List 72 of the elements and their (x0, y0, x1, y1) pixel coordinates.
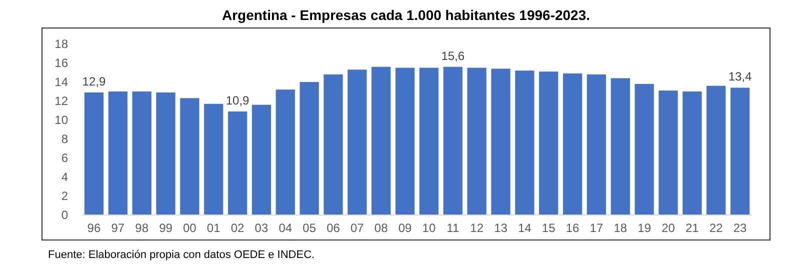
y-tick-label: 4 (61, 170, 68, 184)
x-tick-label: 20 (662, 221, 676, 235)
bar (156, 92, 176, 215)
x-tick-label: 15 (542, 221, 556, 235)
bar (228, 111, 248, 215)
bar (610, 78, 630, 215)
y-tick-label: 12 (54, 94, 68, 108)
y-tick-label: 0 (61, 208, 68, 222)
y-tick-label: 14 (54, 75, 68, 90)
bar (276, 90, 295, 215)
x-tick-label: 07 (350, 221, 364, 235)
bar (395, 68, 415, 215)
bar (682, 92, 702, 215)
x-tick-label: 18 (614, 221, 628, 235)
bar (467, 68, 486, 215)
bar (515, 70, 534, 215)
bar (252, 104, 272, 215)
x-tick-label: 17 (590, 221, 604, 235)
data-label: 15,6 (441, 48, 465, 63)
bar (132, 92, 152, 215)
x-tick-label: 11 (446, 221, 460, 235)
x-tick-label: 06 (326, 221, 340, 235)
x-tick-label: 01 (206, 221, 221, 235)
bar (180, 98, 200, 215)
x-tick-label: 02 (230, 221, 245, 235)
data-label: 12,9 (82, 74, 106, 88)
y-tick-label: 16 (54, 56, 68, 70)
x-tick-label: 14 (518, 221, 532, 235)
data-label: 10,9 (226, 93, 250, 108)
bar (491, 68, 510, 215)
x-tick-label: 21 (686, 221, 700, 235)
x-tick-label: 22 (709, 221, 724, 235)
bar (443, 66, 462, 215)
bar (324, 74, 343, 215)
chart-title: Argentina - Empresas cada 1.000 habitantes 1996-2023. (222, 7, 590, 23)
x-tick-label: 05 (302, 221, 316, 235)
x-tick-label: 08 (374, 221, 388, 235)
x-tick-label: 98 (135, 221, 149, 235)
x-tick-label: 03 (254, 221, 268, 235)
bar (539, 72, 558, 215)
y-tick-label: 6 (61, 151, 68, 166)
x-tick-label: 96 (87, 221, 101, 235)
bar (84, 92, 104, 215)
x-tick-label: 97 (111, 221, 125, 235)
x-tick-label: 10 (422, 221, 436, 235)
bar (204, 104, 224, 215)
bar (348, 70, 367, 215)
source-note: Fuente: Elaboración propia con datos OEDE e INDEC. (48, 249, 315, 261)
bar (300, 82, 319, 215)
y-tick-label: 2 (61, 189, 68, 204)
bar (658, 90, 678, 215)
x-tick-label: 13 (494, 221, 508, 235)
x-tick-label: 09 (398, 221, 412, 235)
y-tick-label: 10 (54, 113, 68, 128)
x-tick-label: 04 (278, 221, 292, 235)
bar (730, 88, 750, 215)
x-tick-label: 12 (470, 221, 484, 235)
bar (372, 66, 391, 215)
y-tick-label: 18 (54, 37, 68, 52)
bar (634, 84, 654, 215)
x-tick-label: 16 (566, 221, 580, 235)
y-tick-label: 8 (61, 132, 68, 146)
bar (586, 74, 606, 215)
data-label: 13,4 (728, 70, 752, 84)
x-tick-label: 23 (733, 221, 748, 235)
x-tick-label: 00 (183, 221, 197, 235)
bar (419, 68, 439, 215)
bar (562, 73, 582, 215)
bar (706, 86, 726, 215)
x-tick-label: 99 (159, 221, 173, 235)
x-tick-label: 19 (638, 221, 652, 235)
bar (108, 92, 128, 215)
